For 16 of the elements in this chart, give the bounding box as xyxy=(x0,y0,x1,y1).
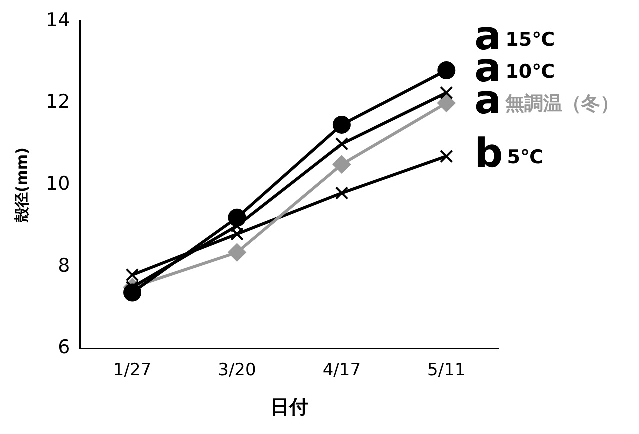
text: 10℃ xyxy=(506,61,556,84)
text: 15℃ xyxy=(506,29,556,52)
x-axis-title: 日付 xyxy=(270,396,309,419)
text: 5℃ xyxy=(507,146,544,168)
x-tick-label: 1/27 xyxy=(113,360,152,380)
annotation: b xyxy=(474,130,504,177)
x-tick-label: 5/11 xyxy=(428,360,466,380)
y-tick-label: 12 xyxy=(46,91,70,114)
x-tick-label: 3/20 xyxy=(218,360,256,380)
x-tick-label: 4/17 xyxy=(322,360,362,380)
y-tick-label: 6 xyxy=(58,336,70,359)
y-tick-label: 10 xyxy=(46,173,70,196)
text: 無調温（冬） xyxy=(504,93,620,116)
y-tick-label: 8 xyxy=(58,254,70,277)
y-tick-label: 14 xyxy=(46,9,70,32)
y-axis-title: 殻径(mm) xyxy=(12,148,31,224)
